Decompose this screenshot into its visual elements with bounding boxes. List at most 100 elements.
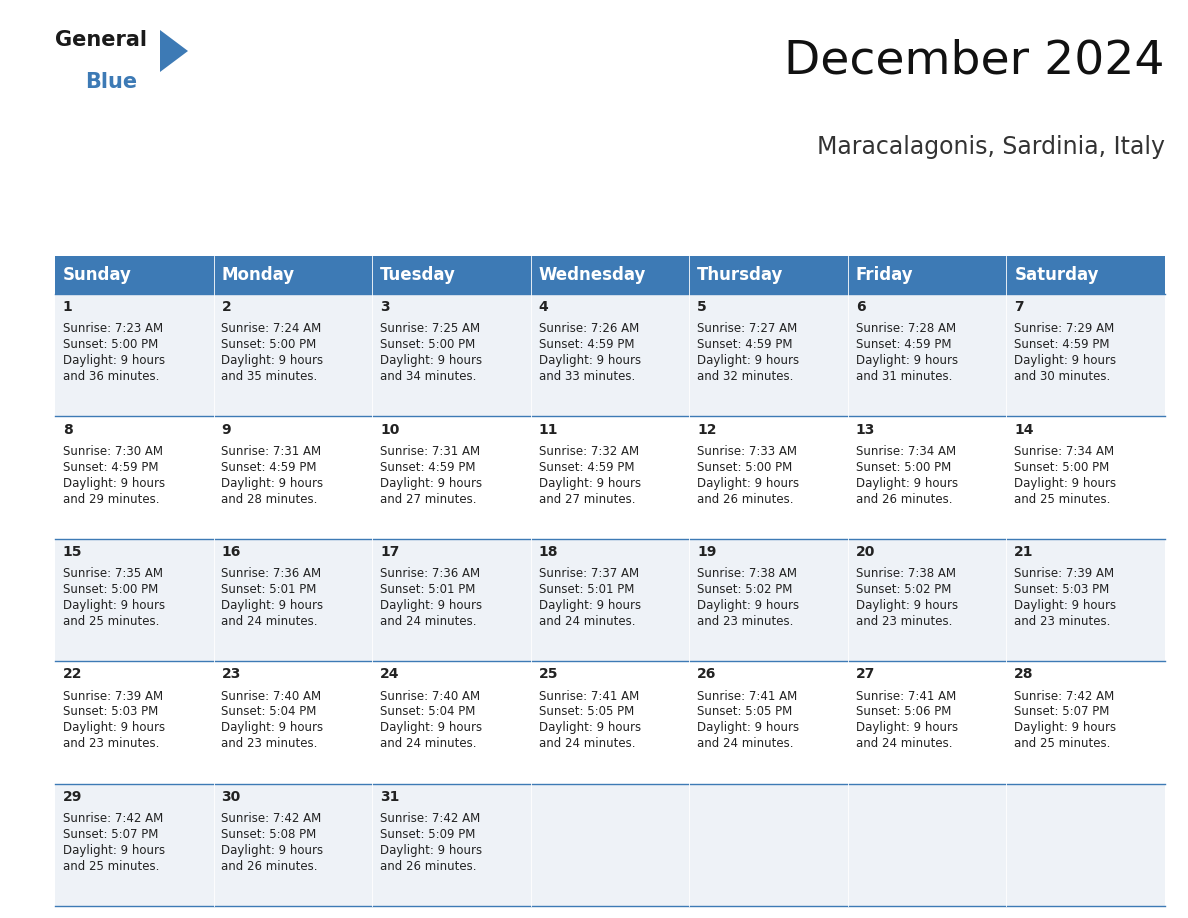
Text: Daylight: 9 hours: Daylight: 9 hours bbox=[221, 844, 323, 856]
Text: Saturday: Saturday bbox=[1015, 266, 1099, 284]
Text: Sunrise: 7:23 AM: Sunrise: 7:23 AM bbox=[63, 322, 163, 335]
Text: Daylight: 9 hours: Daylight: 9 hours bbox=[855, 599, 958, 612]
Text: Monday: Monday bbox=[221, 266, 295, 284]
Text: Sunrise: 7:37 AM: Sunrise: 7:37 AM bbox=[538, 567, 639, 580]
Text: 18: 18 bbox=[538, 545, 558, 559]
Text: 2: 2 bbox=[221, 300, 232, 314]
Text: Sunset: 4:59 PM: Sunset: 4:59 PM bbox=[380, 461, 475, 474]
Text: Sunrise: 7:42 AM: Sunrise: 7:42 AM bbox=[1015, 689, 1114, 702]
Text: 25: 25 bbox=[538, 667, 558, 681]
Text: Tuesday: Tuesday bbox=[380, 266, 456, 284]
Text: Sunrise: 7:38 AM: Sunrise: 7:38 AM bbox=[697, 567, 797, 580]
Text: and 34 minutes.: and 34 minutes. bbox=[380, 370, 476, 383]
Text: Daylight: 9 hours: Daylight: 9 hours bbox=[221, 354, 323, 367]
Text: Sunrise: 7:24 AM: Sunrise: 7:24 AM bbox=[221, 322, 322, 335]
Text: Daylight: 9 hours: Daylight: 9 hours bbox=[538, 354, 640, 367]
Text: 5: 5 bbox=[697, 300, 707, 314]
Text: 6: 6 bbox=[855, 300, 865, 314]
Text: Sunrise: 7:32 AM: Sunrise: 7:32 AM bbox=[538, 444, 639, 458]
Text: Sunset: 4:59 PM: Sunset: 4:59 PM bbox=[538, 461, 634, 474]
Text: and 32 minutes.: and 32 minutes. bbox=[697, 370, 794, 383]
Text: Daylight: 9 hours: Daylight: 9 hours bbox=[538, 599, 640, 612]
Text: and 33 minutes.: and 33 minutes. bbox=[538, 370, 634, 383]
Text: Sunset: 5:01 PM: Sunset: 5:01 PM bbox=[380, 583, 475, 596]
Text: Sunset: 4:59 PM: Sunset: 4:59 PM bbox=[221, 461, 317, 474]
Bar bbox=[531, 256, 689, 294]
Text: 12: 12 bbox=[697, 422, 716, 437]
Text: Daylight: 9 hours: Daylight: 9 hours bbox=[380, 844, 482, 856]
Text: Sunset: 5:00 PM: Sunset: 5:00 PM bbox=[697, 461, 792, 474]
Text: Sunset: 4:59 PM: Sunset: 4:59 PM bbox=[855, 338, 952, 352]
Text: 1: 1 bbox=[63, 300, 72, 314]
Text: Daylight: 9 hours: Daylight: 9 hours bbox=[63, 354, 165, 367]
Text: Sunset: 5:00 PM: Sunset: 5:00 PM bbox=[221, 338, 317, 352]
Text: Sunset: 5:06 PM: Sunset: 5:06 PM bbox=[855, 705, 952, 719]
Text: Sunrise: 7:28 AM: Sunrise: 7:28 AM bbox=[855, 322, 956, 335]
Bar bbox=[1006, 256, 1165, 294]
Text: and 30 minutes.: and 30 minutes. bbox=[1015, 370, 1111, 383]
Text: Sunrise: 7:27 AM: Sunrise: 7:27 AM bbox=[697, 322, 797, 335]
Text: Sunset: 5:02 PM: Sunset: 5:02 PM bbox=[855, 583, 952, 596]
Text: Sunset: 4:59 PM: Sunset: 4:59 PM bbox=[538, 338, 634, 352]
Bar bbox=[55, 784, 1165, 906]
Text: Daylight: 9 hours: Daylight: 9 hours bbox=[380, 722, 482, 734]
Text: and 26 minutes.: and 26 minutes. bbox=[380, 860, 476, 873]
Text: Sunset: 5:00 PM: Sunset: 5:00 PM bbox=[63, 338, 158, 352]
Text: and 31 minutes.: and 31 minutes. bbox=[855, 370, 952, 383]
Bar bbox=[55, 539, 1165, 661]
Text: Sunset: 5:00 PM: Sunset: 5:00 PM bbox=[380, 338, 475, 352]
Text: Daylight: 9 hours: Daylight: 9 hours bbox=[63, 844, 165, 856]
Text: Sunrise: 7:31 AM: Sunrise: 7:31 AM bbox=[380, 444, 480, 458]
Text: Sunset: 5:01 PM: Sunset: 5:01 PM bbox=[538, 583, 634, 596]
Text: and 24 minutes.: and 24 minutes. bbox=[697, 737, 794, 750]
Text: Sunrise: 7:36 AM: Sunrise: 7:36 AM bbox=[380, 567, 480, 580]
Text: Sunset: 5:01 PM: Sunset: 5:01 PM bbox=[221, 583, 317, 596]
Text: Sunrise: 7:39 AM: Sunrise: 7:39 AM bbox=[1015, 567, 1114, 580]
Text: Daylight: 9 hours: Daylight: 9 hours bbox=[221, 599, 323, 612]
Text: Daylight: 9 hours: Daylight: 9 hours bbox=[1015, 599, 1117, 612]
Text: Daylight: 9 hours: Daylight: 9 hours bbox=[380, 354, 482, 367]
Text: and 24 minutes.: and 24 minutes. bbox=[380, 615, 476, 628]
Text: Sunrise: 7:38 AM: Sunrise: 7:38 AM bbox=[855, 567, 956, 580]
Text: Sunrise: 7:40 AM: Sunrise: 7:40 AM bbox=[380, 689, 480, 702]
Text: Sunset: 5:03 PM: Sunset: 5:03 PM bbox=[1015, 583, 1110, 596]
Text: 31: 31 bbox=[380, 789, 399, 804]
Text: 16: 16 bbox=[221, 545, 241, 559]
Bar bbox=[214, 256, 372, 294]
Text: 10: 10 bbox=[380, 422, 399, 437]
Text: and 28 minutes.: and 28 minutes. bbox=[221, 493, 318, 506]
Text: Sunrise: 7:35 AM: Sunrise: 7:35 AM bbox=[63, 567, 163, 580]
Bar bbox=[55, 294, 1165, 417]
Text: Daylight: 9 hours: Daylight: 9 hours bbox=[855, 722, 958, 734]
Text: Sunday: Sunday bbox=[63, 266, 132, 284]
Text: and 24 minutes.: and 24 minutes. bbox=[538, 737, 636, 750]
Text: Sunrise: 7:33 AM: Sunrise: 7:33 AM bbox=[697, 444, 797, 458]
Text: 26: 26 bbox=[697, 667, 716, 681]
Text: Sunrise: 7:42 AM: Sunrise: 7:42 AM bbox=[380, 812, 480, 825]
Text: Daylight: 9 hours: Daylight: 9 hours bbox=[855, 354, 958, 367]
Text: Daylight: 9 hours: Daylight: 9 hours bbox=[63, 476, 165, 489]
Text: Daylight: 9 hours: Daylight: 9 hours bbox=[380, 599, 482, 612]
Text: and 23 minutes.: and 23 minutes. bbox=[855, 615, 952, 628]
Text: Daylight: 9 hours: Daylight: 9 hours bbox=[380, 476, 482, 489]
Polygon shape bbox=[160, 30, 188, 72]
Text: Sunset: 5:00 PM: Sunset: 5:00 PM bbox=[1015, 461, 1110, 474]
Text: 15: 15 bbox=[63, 545, 82, 559]
Text: Sunrise: 7:25 AM: Sunrise: 7:25 AM bbox=[380, 322, 480, 335]
Text: Daylight: 9 hours: Daylight: 9 hours bbox=[697, 354, 800, 367]
Text: Sunset: 4:59 PM: Sunset: 4:59 PM bbox=[63, 461, 158, 474]
Text: Sunset: 4:59 PM: Sunset: 4:59 PM bbox=[697, 338, 792, 352]
Text: Sunset: 5:02 PM: Sunset: 5:02 PM bbox=[697, 583, 792, 596]
Text: 17: 17 bbox=[380, 545, 399, 559]
Text: and 25 minutes.: and 25 minutes. bbox=[63, 860, 159, 873]
Text: Blue: Blue bbox=[86, 72, 137, 92]
Text: Sunrise: 7:31 AM: Sunrise: 7:31 AM bbox=[221, 444, 322, 458]
Text: Sunset: 5:05 PM: Sunset: 5:05 PM bbox=[697, 705, 792, 719]
Text: Sunrise: 7:42 AM: Sunrise: 7:42 AM bbox=[63, 812, 163, 825]
Text: and 27 minutes.: and 27 minutes. bbox=[538, 493, 636, 506]
Bar bbox=[55, 256, 214, 294]
Text: Sunset: 5:09 PM: Sunset: 5:09 PM bbox=[380, 828, 475, 841]
Text: Sunset: 5:03 PM: Sunset: 5:03 PM bbox=[63, 705, 158, 719]
Text: 21: 21 bbox=[1015, 545, 1034, 559]
Text: 27: 27 bbox=[855, 667, 876, 681]
